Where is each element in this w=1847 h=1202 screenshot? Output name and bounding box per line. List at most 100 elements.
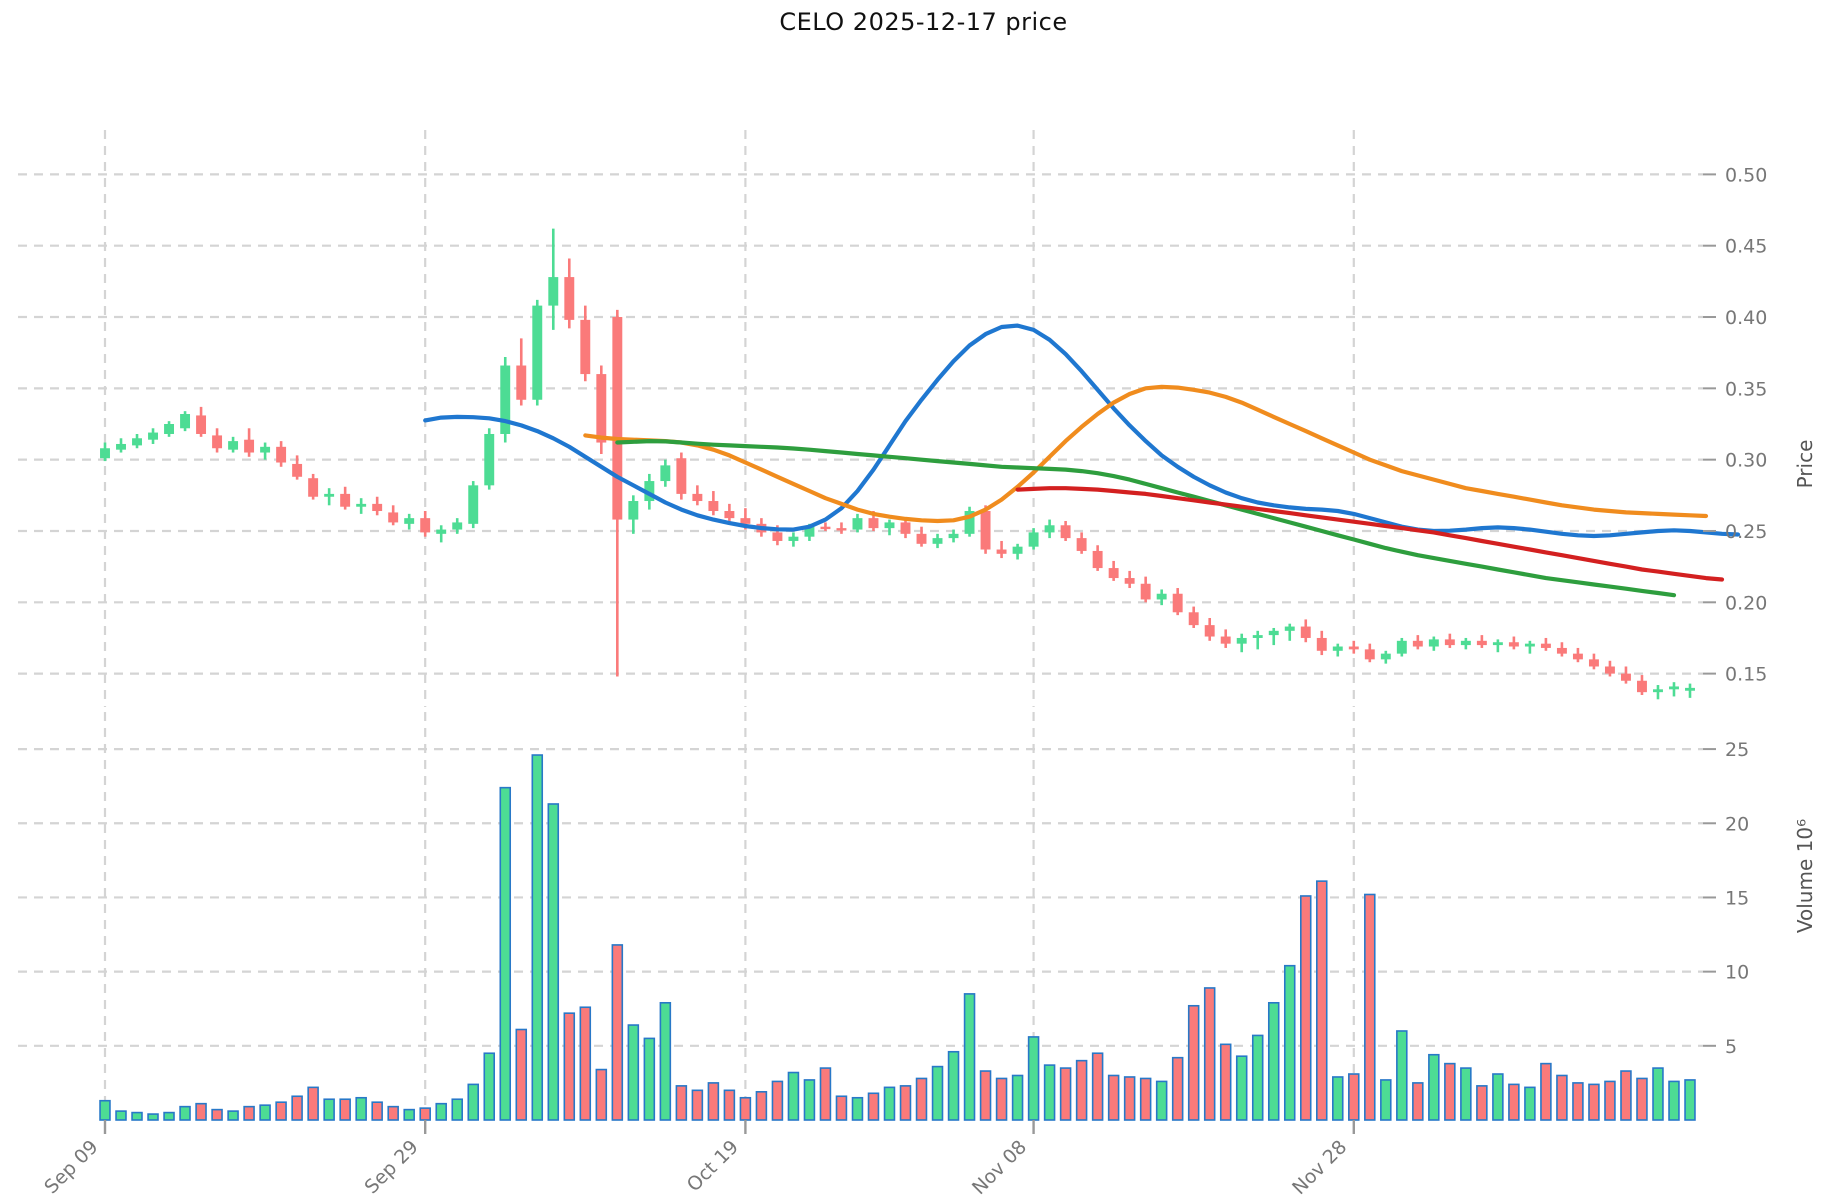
candle-body	[1092, 550, 1103, 569]
volume-bar	[659, 1001, 672, 1121]
candle-body	[1124, 578, 1135, 584]
volume-bar	[163, 1111, 175, 1121]
candle-body	[1364, 649, 1375, 660]
candle-body	[1604, 666, 1615, 674]
candle-body	[420, 518, 431, 533]
volume-bar	[931, 1065, 944, 1121]
candle-body	[852, 518, 863, 530]
volume-bar	[723, 1089, 736, 1121]
candle-body	[260, 446, 271, 453]
volume-bar	[531, 754, 544, 1121]
candle-body	[276, 446, 287, 463]
volume-bar	[995, 1077, 1008, 1121]
candle-body	[1572, 653, 1583, 660]
candle-body	[1508, 642, 1519, 647]
volume-bar	[1604, 1080, 1616, 1121]
ma-line-red-group	[1015, 486, 1725, 582]
volume-bar	[499, 786, 512, 1121]
candle-body	[1460, 640, 1471, 646]
candle-body	[1556, 647, 1567, 654]
candle-body	[308, 478, 319, 497]
volume-bar	[579, 1006, 592, 1121]
volume-bar	[851, 1096, 864, 1121]
candle-body	[1428, 639, 1439, 647]
candle-body	[1188, 612, 1199, 626]
candle-body	[900, 522, 911, 534]
candle-body	[564, 277, 575, 320]
volume-bar	[1524, 1086, 1536, 1121]
candle-body	[836, 528, 847, 531]
candle-body	[788, 536, 799, 541]
grid-lines	[18, 130, 1703, 1120]
candle-body	[1300, 626, 1311, 638]
candle-body	[1492, 642, 1503, 646]
volume-bar	[1011, 1074, 1024, 1121]
volume-bar	[1396, 1030, 1408, 1121]
candle-body	[1316, 637, 1327, 651]
candle-body	[1540, 643, 1551, 648]
candle-body	[1028, 532, 1039, 547]
candle-body	[1685, 687, 1695, 691]
candle-body	[532, 305, 543, 400]
ma-line-orange	[583, 384, 1709, 524]
volume-bar	[739, 1096, 752, 1121]
volume-bar	[115, 1110, 127, 1121]
candle-body	[116, 443, 126, 450]
volume-bar	[867, 1092, 880, 1121]
volume-bar	[1636, 1077, 1648, 1121]
volume-bar	[179, 1105, 191, 1121]
ma-line-blue-group	[423, 323, 1741, 539]
volume-bar	[387, 1105, 399, 1121]
candle-body	[596, 374, 607, 443]
volume-bar	[355, 1096, 367, 1121]
candle-body	[1348, 646, 1359, 650]
candle-body	[500, 365, 511, 434]
x-tick-label-1: Sep 29	[360, 1136, 422, 1198]
volume-bar	[1652, 1067, 1664, 1121]
volume-bar	[707, 1082, 720, 1121]
volume-bar	[99, 1099, 111, 1121]
volume-bar	[307, 1086, 319, 1121]
volume-bar	[1251, 1034, 1264, 1121]
candle-body	[1172, 593, 1183, 613]
ma-line-red	[1015, 486, 1725, 582]
volume-bar	[1684, 1079, 1696, 1121]
volume-bar	[1620, 1070, 1632, 1121]
candle-body	[372, 503, 383, 512]
ma-line-orange-group	[583, 384, 1709, 524]
volume-bar	[1123, 1076, 1136, 1121]
volume-bar	[1283, 964, 1296, 1121]
candle-body	[1412, 640, 1423, 647]
candle-body	[548, 277, 559, 306]
volume-bar	[1171, 1056, 1184, 1121]
candle-body	[660, 465, 671, 482]
volume-bar	[419, 1107, 431, 1121]
candle-body	[724, 511, 735, 519]
candle-body	[980, 511, 991, 550]
candle-body	[388, 512, 399, 523]
volume-bar	[835, 1095, 848, 1121]
candle-body	[340, 493, 351, 507]
candle-body	[468, 485, 479, 524]
candle-body	[580, 319, 591, 375]
candle-body	[1060, 525, 1071, 539]
candle-body	[1044, 525, 1055, 533]
volume-bar	[1155, 1080, 1168, 1121]
candle-body	[1204, 625, 1215, 637]
volume-bar	[819, 1067, 832, 1121]
candle-body	[356, 503, 367, 507]
volume-bar	[1267, 1001, 1280, 1121]
candle-body	[484, 433, 495, 486]
candle-body	[1252, 635, 1263, 638]
candle-body	[1108, 568, 1119, 579]
volume-bar	[195, 1102, 207, 1121]
volume-bar	[611, 944, 624, 1121]
volume-bar	[1299, 895, 1312, 1121]
price-tick-label-3: 0.35	[1725, 378, 1767, 400]
candle-body	[1284, 626, 1295, 631]
volume-bar	[1492, 1073, 1504, 1121]
volume-bar	[371, 1101, 383, 1121]
candle-body	[196, 415, 207, 434]
volume-bar	[1075, 1059, 1088, 1121]
